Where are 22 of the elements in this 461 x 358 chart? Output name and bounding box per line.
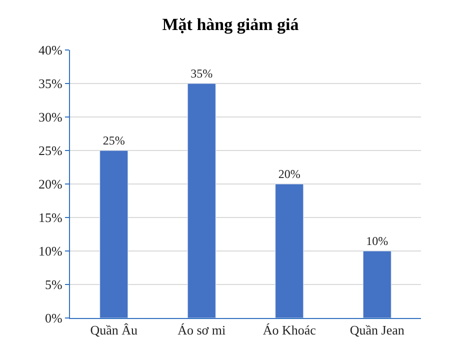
data-label: 35% xyxy=(190,66,213,80)
data-label: 20% xyxy=(278,167,300,181)
data-label: 10% xyxy=(366,234,388,248)
y-tick-label: 0% xyxy=(44,310,62,326)
x-tick-label: Áo sơ mi xyxy=(178,322,226,338)
chart-title: Mặt hàng giảm giá xyxy=(162,14,300,34)
bar xyxy=(275,184,304,318)
bar xyxy=(100,150,128,318)
y-tick-label: 10% xyxy=(38,244,62,259)
x-tick-label: Quần Jean xyxy=(350,322,405,338)
y-tick-label: 5% xyxy=(44,277,62,292)
data-label: 25% xyxy=(102,134,125,148)
y-tick-label: 15% xyxy=(38,210,62,226)
y-tick-label: 40% xyxy=(38,42,62,58)
y-tick-label: 30% xyxy=(38,110,62,125)
y-tick-label: 20% xyxy=(38,176,62,192)
y-tick-label: 35% xyxy=(38,76,62,92)
bar xyxy=(362,250,392,318)
bar xyxy=(187,83,216,318)
x-tick-label: Quần Âu xyxy=(90,322,138,338)
y-tick-label: 25% xyxy=(38,143,62,158)
x-tick-label: Áo Khoác xyxy=(262,322,316,338)
